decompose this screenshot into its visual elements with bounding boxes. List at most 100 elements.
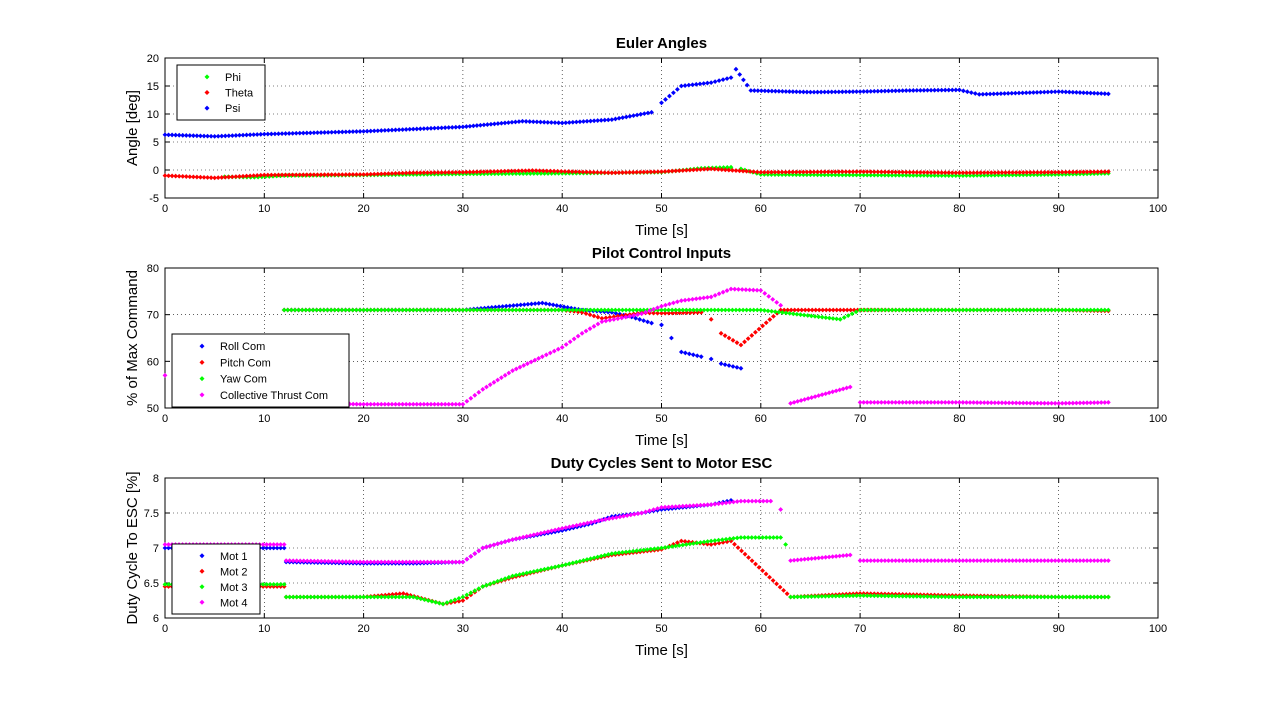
data-point: [693, 296, 699, 302]
series-yaw-com: [281, 307, 1111, 322]
data-point: [839, 89, 845, 95]
data-point: [822, 593, 828, 599]
data-point: [598, 170, 604, 175]
data-point: [517, 171, 523, 176]
x-tick-label: 30: [457, 413, 469, 425]
data-point: [543, 352, 549, 358]
data-point: [547, 301, 552, 307]
data-point: [456, 307, 462, 313]
data-point: [756, 564, 762, 570]
data-point: [1084, 594, 1090, 600]
data-point: [724, 76, 730, 82]
data-point: [470, 169, 476, 175]
x-tick-label: 60: [755, 623, 767, 635]
data-point: [1088, 594, 1094, 600]
data-point: [481, 122, 487, 128]
data-point: [825, 89, 831, 95]
data-point: [1024, 170, 1030, 175]
data-point: [190, 133, 196, 139]
data-point: [1013, 172, 1019, 178]
data-point: [417, 559, 423, 565]
data-point: [718, 361, 724, 367]
data-point: [407, 170, 413, 176]
data-point: [1074, 400, 1079, 406]
data-point: [524, 534, 530, 539]
data-point: [914, 400, 920, 405]
data-point: [346, 307, 352, 313]
data-point: [758, 307, 764, 313]
data-point: [400, 307, 406, 313]
data-point: [726, 363, 732, 368]
data-point: [318, 172, 324, 178]
data-point: [533, 168, 539, 174]
data-point: [762, 88, 768, 94]
data-point: [985, 170, 991, 176]
data-point: [208, 133, 214, 139]
data-point: [598, 553, 604, 559]
data-point: [1077, 558, 1083, 563]
data-point: [827, 315, 832, 321]
data-point: [634, 112, 640, 118]
chart-title: Pilot Control Inputs: [592, 245, 731, 262]
data-point: [1035, 307, 1040, 313]
data-point: [267, 545, 273, 551]
x-tick-label: 0: [162, 413, 168, 425]
data-point: [1102, 594, 1108, 600]
data-point: [644, 169, 650, 175]
data-point: [491, 580, 497, 585]
data-point: [960, 594, 966, 600]
data-point: [361, 559, 366, 565]
data-point: [768, 498, 774, 504]
data-point: [630, 169, 636, 175]
data-point: [795, 399, 800, 404]
data-point: [544, 168, 550, 174]
data-point: [921, 170, 927, 175]
data-point: [1052, 558, 1058, 563]
data-point: [1102, 169, 1108, 175]
data-point: [840, 386, 846, 392]
data-point: [847, 172, 852, 178]
data-point: [520, 571, 526, 577]
data-point: [726, 335, 732, 341]
data-point: [840, 593, 846, 599]
data-point: [315, 172, 320, 178]
data-point: [673, 543, 679, 549]
data-point: [763, 535, 769, 540]
data-point: [531, 569, 537, 574]
data-point: [839, 169, 845, 175]
data-point: [503, 307, 508, 313]
data-point: [978, 400, 984, 405]
data-point: [322, 172, 327, 178]
data-point: [794, 89, 799, 95]
data-point: [162, 372, 168, 378]
data-point: [960, 558, 966, 563]
y-axis-label: Duty Cycle To ESC [%]: [124, 471, 141, 624]
data-point: [215, 133, 221, 139]
data-point: [464, 124, 469, 129]
data-point: [925, 307, 930, 313]
data-point: [414, 559, 420, 565]
data-point: [350, 594, 356, 600]
data-point: [953, 173, 959, 178]
data-point: [659, 505, 664, 510]
data-point: [274, 582, 280, 587]
data-point: [480, 386, 486, 392]
data-point: [832, 89, 838, 95]
data-point: [371, 559, 377, 565]
data-point: [382, 401, 388, 407]
data-point: [1059, 594, 1065, 600]
data-point: [386, 401, 391, 407]
data-point: [449, 169, 455, 175]
data-point: [474, 169, 480, 175]
y-tick-label: 15: [147, 81, 159, 93]
data-point: [1081, 558, 1086, 563]
data-point: [456, 559, 462, 565]
x-tick-label: 40: [556, 203, 568, 215]
data-point: [777, 584, 783, 590]
data-point: [850, 593, 856, 599]
data-point: [554, 303, 560, 308]
data-point: [671, 90, 676, 96]
data-point: [491, 169, 497, 174]
data-point: [460, 169, 466, 175]
